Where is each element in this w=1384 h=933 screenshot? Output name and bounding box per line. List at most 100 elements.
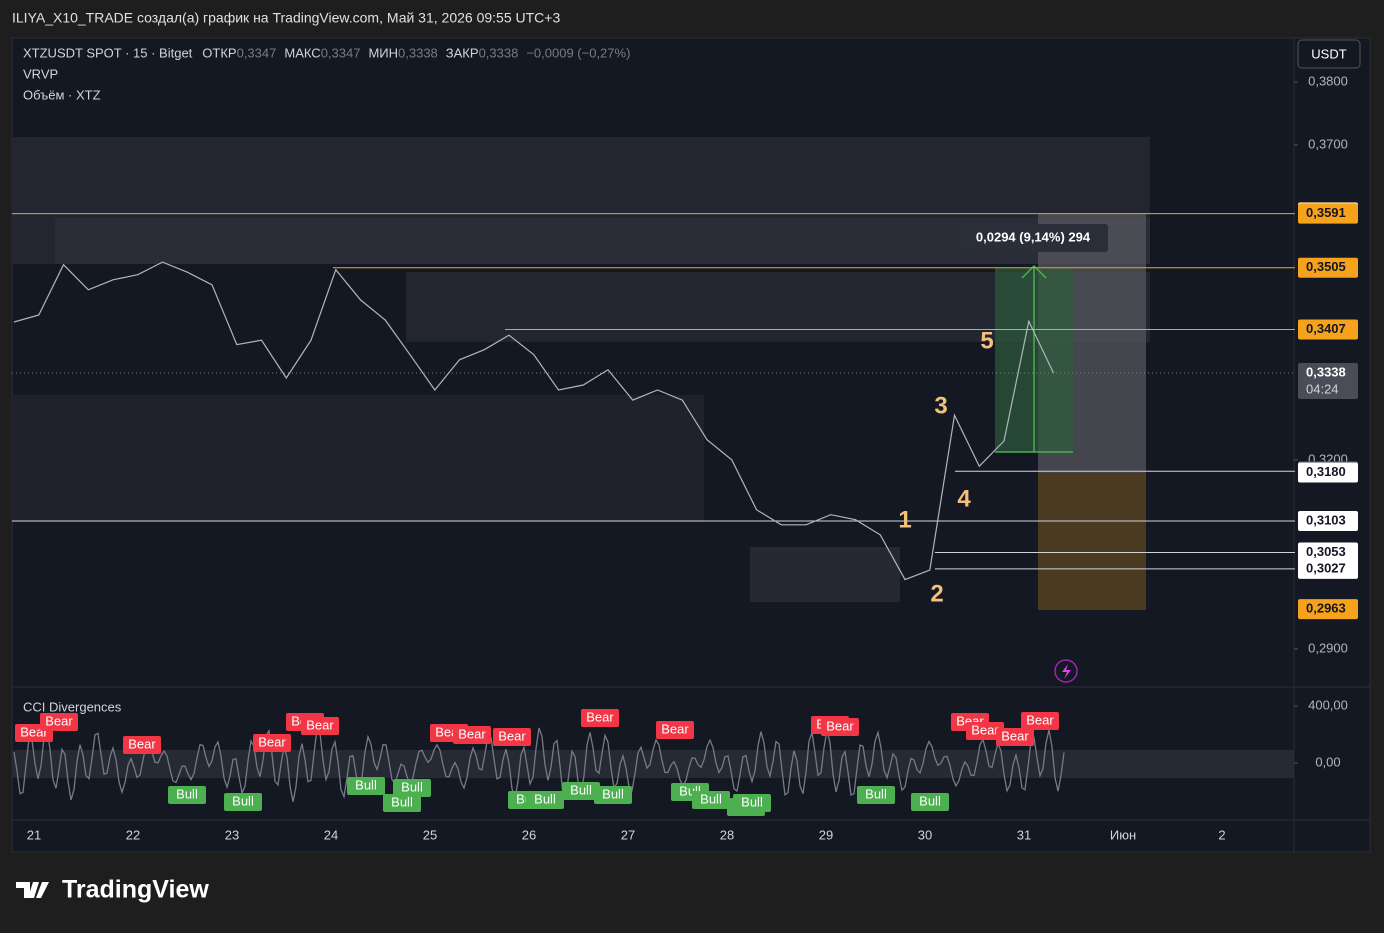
indicator: Объём · XTZ	[23, 87, 101, 102]
level-badge	[1298, 203, 1358, 224]
signal-badge	[168, 786, 206, 804]
signal-badge	[526, 791, 564, 809]
currency[interactable]: USDT	[1311, 46, 1346, 61]
cci-band	[12, 750, 1294, 778]
signal-label: Bear	[458, 726, 486, 741]
signal-label: Bull	[401, 779, 423, 794]
zone	[12, 395, 704, 522]
signal-badge	[581, 709, 619, 727]
measure-tooltip	[958, 224, 1108, 252]
signal-label: Bear	[971, 722, 999, 737]
level-label: 0,3407	[1306, 321, 1346, 336]
level-label: 0,2963	[1306, 601, 1346, 616]
time-label: 23	[225, 827, 239, 842]
signal-label: Bear	[306, 717, 334, 732]
time-label: 29	[819, 827, 833, 842]
level-label: 0,3591	[1306, 205, 1346, 220]
level-badge	[1298, 599, 1358, 620]
signal-label: Bear	[1026, 712, 1054, 727]
level-badge	[1298, 542, 1358, 563]
time-label: 26	[522, 827, 536, 842]
caption: ILIYA_X10_TRADE создал(а) график на Trad…	[12, 10, 560, 26]
alert-icon[interactable]	[1054, 659, 1078, 683]
level-badge	[1298, 257, 1358, 278]
signal-badge	[493, 728, 531, 746]
signal-badge	[911, 793, 949, 811]
signal-label: Bear	[826, 718, 854, 733]
signal-label: Bull	[534, 791, 556, 806]
signal-badge	[347, 777, 385, 795]
signal-label: Bear	[1001, 728, 1029, 743]
countdown: 04:24	[1306, 381, 1339, 396]
signal-label: Bear	[498, 728, 526, 743]
time-label: Июн	[1110, 827, 1136, 842]
signal-label: Bear	[661, 721, 689, 736]
signal-label: Bull	[232, 793, 254, 808]
wave-label: 2	[930, 580, 943, 607]
alert-bolt	[1062, 664, 1071, 679]
level-label: 0,3053	[1306, 544, 1346, 559]
currency-button[interactable]	[1297, 39, 1361, 69]
signal-label: Bear	[45, 713, 73, 728]
signal-badge	[453, 726, 491, 744]
signal-badge	[656, 721, 694, 739]
price-tick-label: 0,3700	[1308, 136, 1348, 151]
field-value: 0,3347	[321, 45, 361, 60]
signal-label: Bull	[391, 794, 413, 809]
cci-tick-label: 400,00	[1308, 697, 1348, 712]
time-label: 24	[324, 827, 338, 842]
level-label: 0,3338	[1306, 364, 1346, 379]
field-value: 0,3338	[479, 45, 519, 60]
level-label: 0,3027	[1306, 560, 1346, 575]
time-label: 25	[423, 827, 437, 842]
level-label: 0,3180	[1306, 464, 1346, 479]
field-name: МАКС	[284, 45, 320, 60]
signal-badge	[1021, 712, 1059, 730]
signal-label: Bull	[700, 791, 722, 806]
cci-tick-label: 0,00	[1315, 754, 1340, 769]
brand: TradingView	[62, 876, 209, 904]
field-name: МИН	[368, 45, 398, 60]
signal-label: Bull	[602, 786, 624, 801]
indicator: VRVP	[23, 66, 58, 81]
time-label: 28	[720, 827, 734, 842]
signal-label: Bull	[741, 794, 763, 809]
wave-label: 3	[934, 392, 947, 419]
signal-badge	[253, 734, 291, 752]
wave-label: 4	[957, 485, 971, 512]
level-badge	[1298, 558, 1358, 579]
signal-label: Bull	[865, 786, 887, 801]
time-label: 27	[621, 827, 635, 842]
time-label: 30	[918, 827, 932, 842]
field-value: 0,3338	[398, 45, 438, 60]
signal-label: Bear	[586, 709, 614, 724]
level-badge	[1298, 462, 1358, 483]
level-label: 0,3505	[1306, 259, 1346, 274]
signal-badge	[562, 782, 600, 800]
signal-badge	[40, 713, 78, 731]
time-label: 22	[126, 827, 140, 842]
field-value: 0,3347	[237, 45, 277, 60]
legend: XTZUSDT SPOT · 15 · Bitget ОТКР 0,3347 МАКС…	[23, 45, 630, 102]
signal-badge	[821, 718, 859, 736]
change: −0,0009 (−0,27%)	[526, 45, 630, 60]
measure-arrowhead	[1021, 264, 1047, 279]
signal-badge	[123, 736, 161, 754]
signal-label: Bull	[176, 786, 198, 801]
time-label: 21	[27, 827, 41, 842]
signal-label: Bull	[919, 793, 941, 808]
signal-badge	[857, 786, 895, 804]
level-label: 0,3103	[1306, 512, 1346, 527]
signal-badge	[301, 717, 339, 735]
signal-label: Bull	[570, 782, 592, 797]
cci-title: CCI Divergences	[23, 699, 122, 714]
logo-mark	[16, 882, 49, 898]
signal-badge	[733, 794, 771, 812]
wave-label: 1	[898, 506, 911, 533]
zone	[750, 547, 900, 602]
signal-badge	[996, 728, 1034, 746]
time-label: 2	[1218, 827, 1225, 842]
cci-line	[13, 727, 1065, 802]
level-badge	[1298, 362, 1358, 399]
